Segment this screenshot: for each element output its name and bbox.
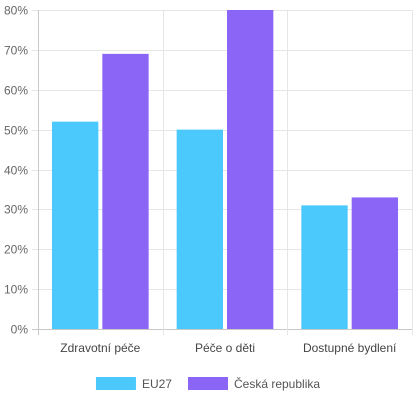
legend[interactable]: EU27 Česká republika	[95, 376, 320, 391]
y-tick-label: 40%	[4, 164, 28, 178]
y-tick-label: 70%	[4, 44, 28, 58]
legend-swatch-ceska-republika[interactable]	[187, 377, 228, 390]
y-tick-label: 0%	[11, 323, 29, 337]
bars	[52, 10, 398, 330]
bar-eu27-pece-o-deti[interactable]	[176, 129, 223, 329]
bar-eu27-dostupne-bydleni[interactable]	[301, 205, 348, 329]
y-tick-label: 20%	[4, 243, 28, 257]
y-tick-label: 30%	[4, 203, 28, 217]
y-tick-label: 80%	[4, 4, 28, 18]
legend-label-ceska-republika[interactable]: Česká republika	[234, 376, 320, 391]
bar-ceska-republika-dostupne-bydleni[interactable]	[351, 197, 398, 329]
bar-ceska-republika-pece-o-deti[interactable]	[227, 10, 274, 329]
y-tick-label: 50%	[4, 124, 28, 138]
y-tick-label: 60%	[4, 84, 28, 98]
x-tick-label: Zdravotní péče	[60, 341, 140, 355]
bar-eu27-zdravotni-pece[interactable]	[52, 121, 99, 330]
legend-label-eu27[interactable]: EU27	[142, 377, 172, 391]
axes: 0% 10% 20% 30% 40% 50% 60% 70% 80% Zdravotní péče…	[4, 4, 397, 356]
legend-swatch-eu27[interactable]	[95, 377, 136, 390]
bar-ceska-republika-zdravotni-pece[interactable]	[102, 53, 149, 330]
x-tick-label: Dostupné bydlení	[303, 341, 397, 355]
y-tick-label: 10%	[4, 283, 28, 297]
x-tick-label: Péče o děti	[195, 341, 255, 355]
